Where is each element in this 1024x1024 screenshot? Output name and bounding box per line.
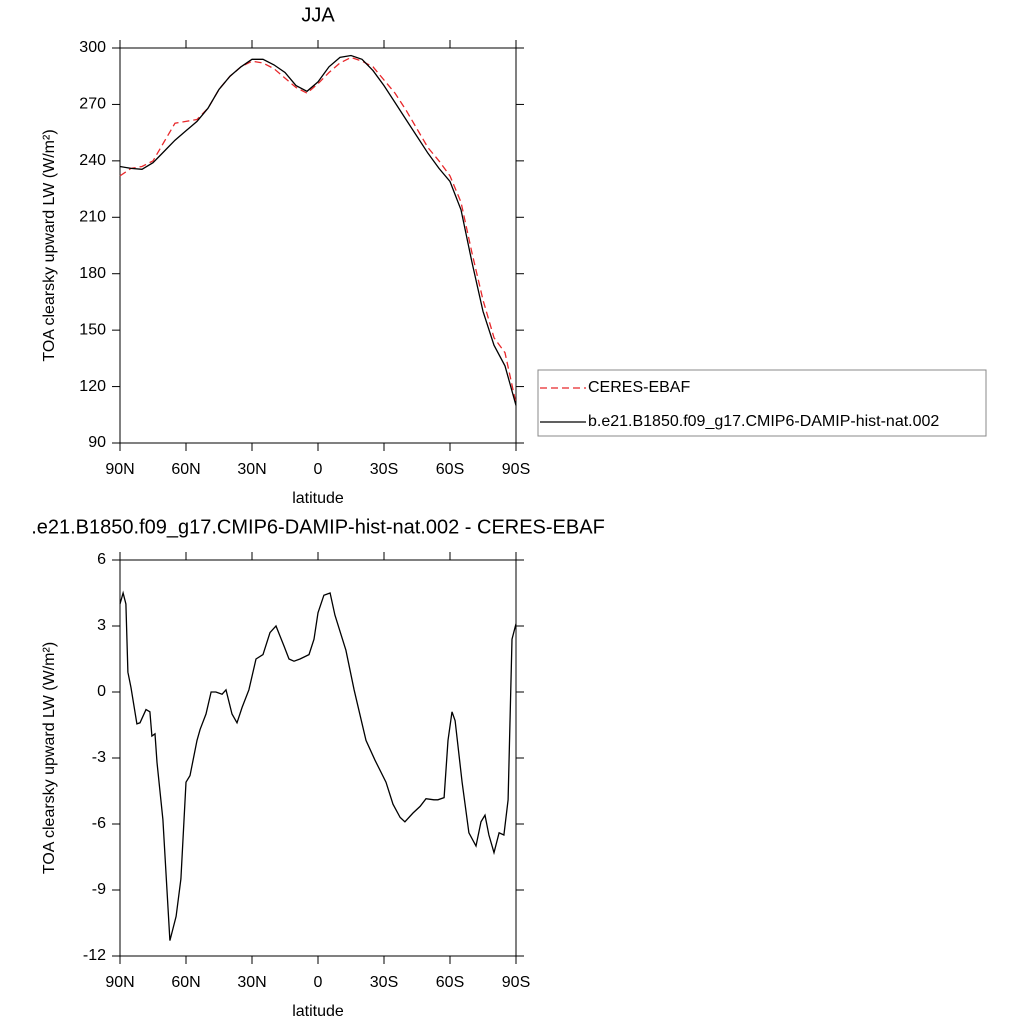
legend-box	[537, 369, 987, 437]
x-axis-label: latitude	[292, 490, 344, 507]
y-tick-label: 0	[97, 683, 106, 700]
plot-frame	[119, 559, 517, 957]
y-axis-label: TOA clearsky upward LW (W/m²)	[41, 129, 58, 361]
y-tick-label: 6	[97, 551, 106, 568]
x-tick-label: 30N	[237, 461, 266, 478]
y-axis-label: TOA clearsky upward LW (W/m²)	[41, 642, 58, 874]
y-tick-label: 210	[79, 209, 106, 226]
y-tick-label: -3	[92, 749, 106, 766]
x-axis-label: latitude	[292, 1003, 344, 1020]
y-tick-label: 120	[79, 378, 106, 395]
x-tick-label: 60N	[171, 461, 200, 478]
x-tick-label: 60S	[436, 461, 464, 478]
x-tick-label: 90S	[502, 461, 530, 478]
series-line	[119, 590, 517, 941]
x-tick-label: 90S	[502, 974, 530, 991]
x-tick-label: 90N	[105, 461, 134, 478]
x-tick-label: 60S	[436, 974, 464, 991]
x-tick-label: 30S	[370, 461, 398, 478]
y-tick-label: -6	[92, 815, 106, 832]
y-tick-label: 270	[79, 96, 106, 113]
x-tick-label: 30S	[370, 974, 398, 991]
plot-frame	[119, 47, 517, 444]
y-tick-label: 180	[79, 265, 106, 282]
legend-label: CERES-EBAF	[588, 379, 690, 396]
series-line	[119, 56, 517, 404]
y-tick-label: -12	[83, 947, 106, 964]
x-tick-label: 60N	[171, 974, 200, 991]
chart-title: .e21.B1850.f09_g17.CMIP6-DAMIP-hist-nat.…	[31, 516, 605, 538]
y-tick-label: -9	[92, 881, 106, 898]
x-tick-label: 90N	[105, 974, 134, 991]
legend-label: b.e21.B1850.f09_g17.CMIP6-DAMIP-hist-nat…	[588, 413, 939, 430]
x-tick-label: 0	[314, 974, 323, 991]
y-tick-label: 300	[79, 39, 106, 56]
y-tick-label: 90	[88, 434, 106, 451]
series-line	[119, 54, 517, 406]
x-tick-label: 0	[314, 461, 323, 478]
x-tick-label: 30N	[237, 974, 266, 991]
y-tick-label: 150	[79, 321, 106, 338]
chart-title: JJA	[301, 4, 335, 26]
y-tick-label: 240	[79, 152, 106, 169]
y-tick-label: 3	[97, 617, 106, 634]
